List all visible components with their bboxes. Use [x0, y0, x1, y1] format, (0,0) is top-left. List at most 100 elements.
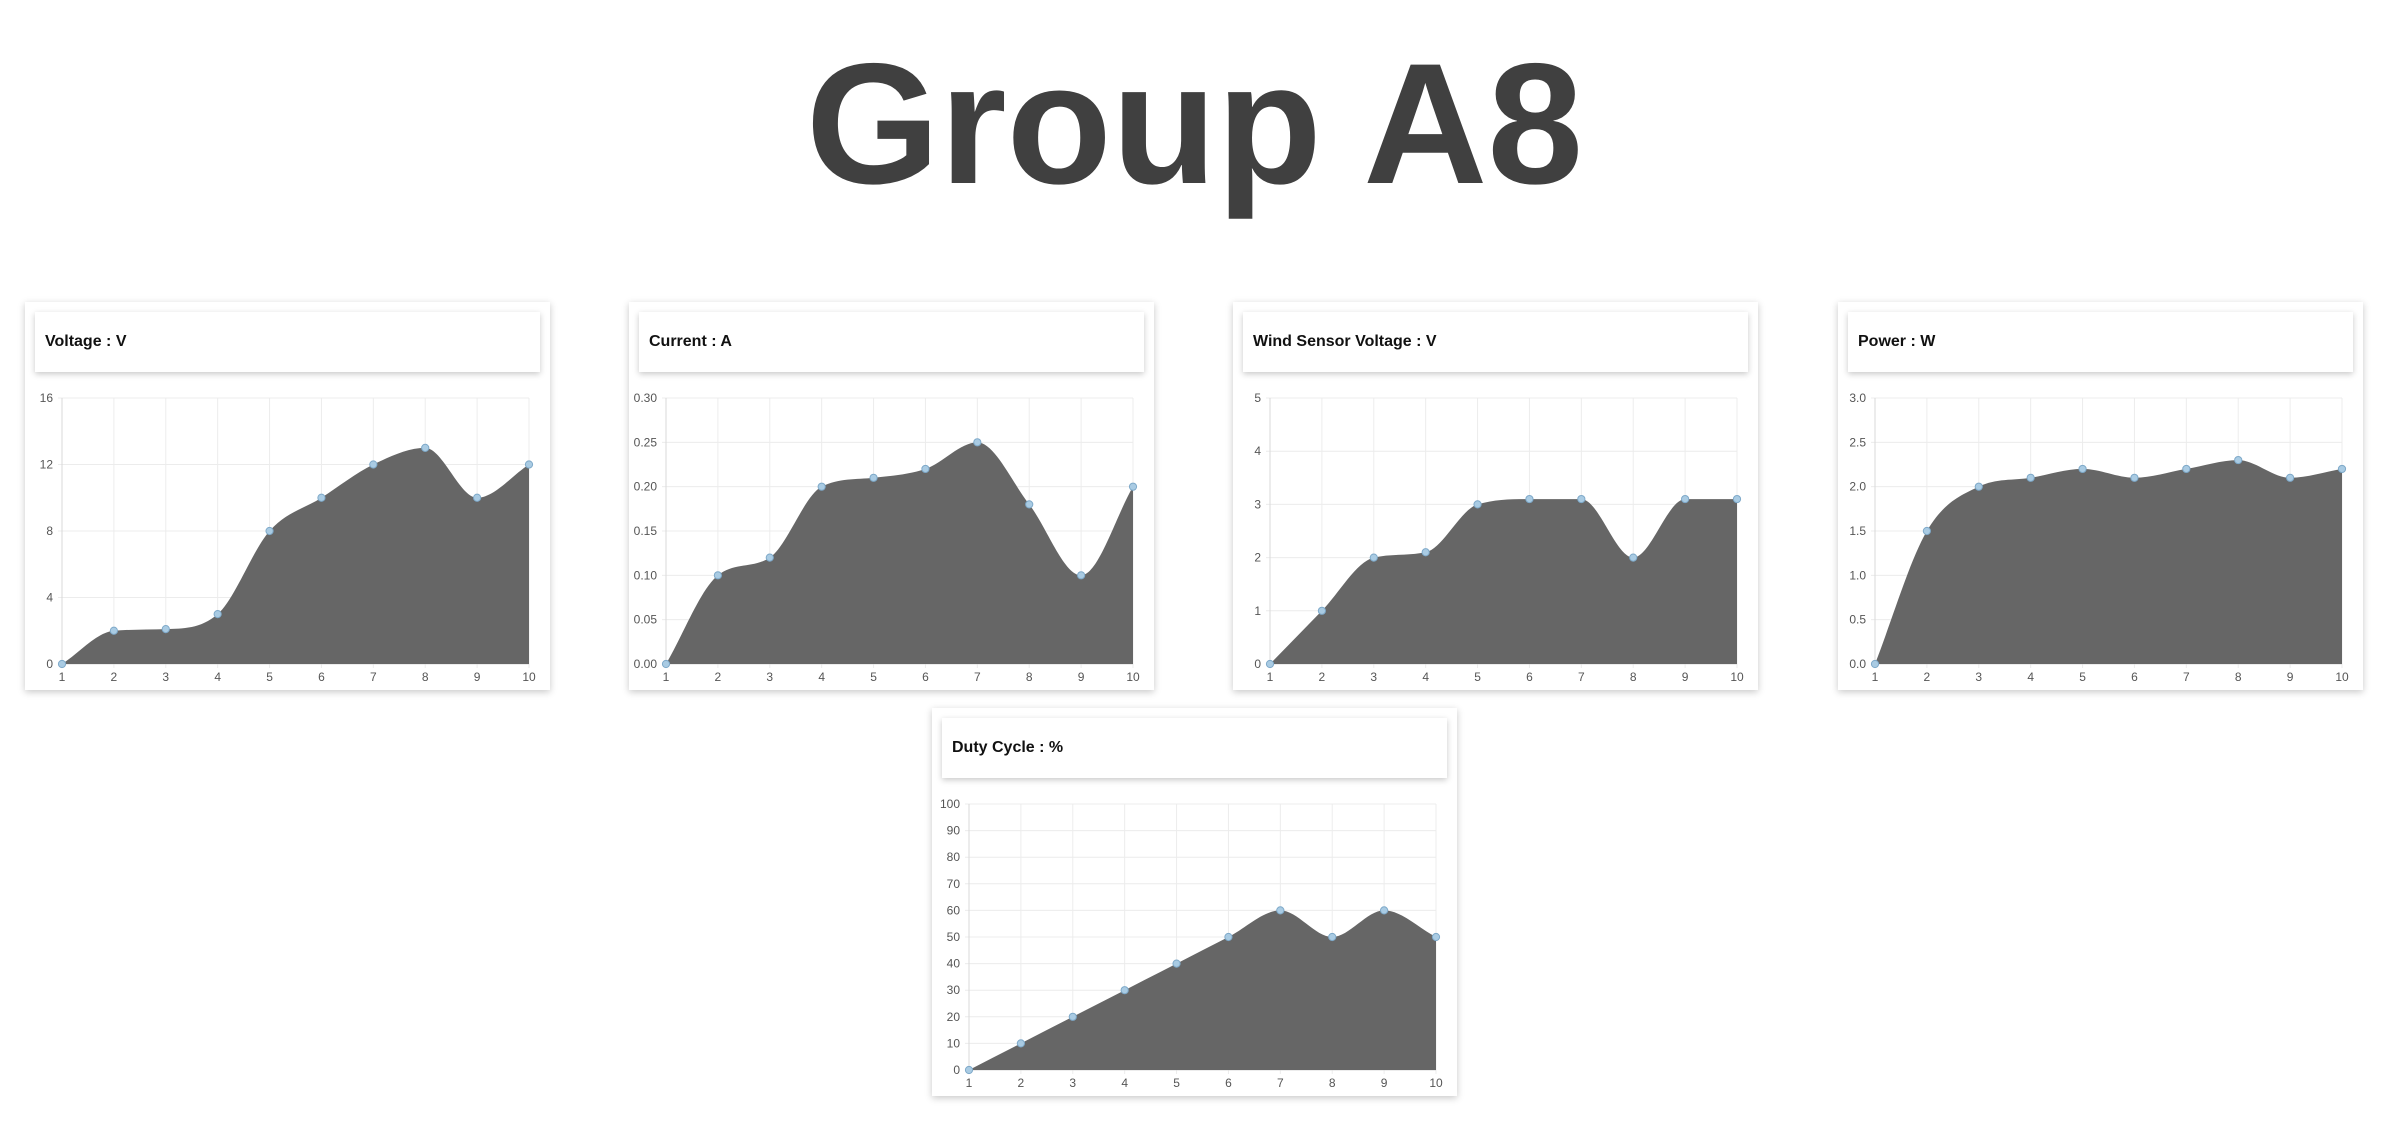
x-tick-label: 5: [1173, 1076, 1180, 1090]
x-tick-label: 7: [1277, 1076, 1284, 1090]
x-tick-label: 1: [966, 1076, 973, 1090]
chart-title: Duty Cycle : %: [942, 718, 1447, 778]
data-point: [1224, 932, 1233, 942]
y-tick-label: 40: [947, 957, 961, 971]
x-tick-label: 6: [1526, 670, 1533, 684]
data-point: [1431, 932, 1441, 942]
y-tick-label: 5: [1254, 391, 1261, 405]
chart-card-voltage: Voltage : V 0 4 8 12 16 1 2 3 4 5 6 7 8 9 10: [25, 302, 550, 690]
x-tick-label: 5: [870, 670, 877, 684]
y-tick-label: 2.0: [1849, 480, 1866, 494]
data-point: [317, 493, 326, 502]
x-tick-label: 10: [1126, 670, 1140, 684]
x-tick-label: 5: [2079, 670, 2086, 684]
data-point: [109, 626, 118, 635]
data-point: [524, 460, 534, 469]
data-point: [1016, 1039, 1025, 1048]
y-tick-label: 3.0: [1849, 391, 1866, 405]
chart-title: Wind Sensor Voltage : V: [1243, 312, 1748, 372]
x-tick-label: 3: [1370, 670, 1377, 684]
x-tick-label: 2: [1018, 1076, 1025, 1090]
data-point: [1077, 571, 1086, 580]
x-tick-label: 4: [1121, 1076, 1128, 1090]
y-tick-label: 10: [947, 1036, 961, 1050]
x-tick-label: 7: [974, 670, 981, 684]
y-tick-label: 60: [947, 903, 961, 917]
x-tick-label: 7: [1578, 670, 1585, 684]
x-tick-label: 8: [1329, 1076, 1336, 1090]
data-point: [1473, 500, 1482, 509]
data-point: [57, 659, 67, 669]
x-tick-label: 9: [1381, 1076, 1388, 1090]
y-tick-label: 90: [947, 824, 961, 838]
data-point: [1128, 482, 1138, 491]
y-tick-label: 70: [947, 877, 961, 891]
chart-card-duty-cycle: Duty Cycle : % 0 10 20 30 40 50 60 70 80 90 100 1 2 3…: [932, 708, 1457, 1096]
x-tick-label: 9: [474, 670, 481, 684]
y-tick-label: 16: [40, 391, 54, 405]
data-point: [1974, 482, 1983, 491]
data-point: [1328, 932, 1337, 942]
x-tick-label: 8: [422, 670, 429, 684]
data-point: [1870, 659, 1880, 669]
data-point: [1922, 526, 1931, 536]
y-tick-label: 0: [1254, 657, 1261, 671]
x-tick-label: 5: [266, 670, 273, 684]
y-tick-label: 2: [1254, 551, 1261, 565]
data-point: [661, 659, 671, 669]
x-tick-label: 6: [318, 670, 325, 684]
x-tick-label: 10: [2335, 670, 2349, 684]
chart-card-current: Current : A 0.00 0.05 0.10 0.15 0.20 0.25 0.30…: [629, 302, 1154, 690]
y-tick-label: 0: [46, 657, 53, 671]
x-tick-label: 4: [1422, 670, 1429, 684]
y-tick-label: 0.05: [634, 613, 658, 627]
data-point: [765, 553, 774, 562]
data-point: [2286, 473, 2295, 482]
data-point: [1172, 959, 1181, 968]
x-tick-label: 7: [370, 670, 377, 684]
data-point: [1120, 986, 1129, 995]
x-tick-label: 1: [663, 670, 670, 684]
data-point: [1025, 500, 1034, 509]
x-tick-label: 3: [766, 670, 773, 684]
series-area: [1270, 499, 1737, 664]
data-point: [1577, 494, 1586, 504]
data-point: [869, 473, 878, 482]
x-tick-label: 6: [1225, 1076, 1232, 1090]
y-tick-label: 12: [40, 458, 54, 472]
x-tick-label: 2: [1924, 670, 1931, 684]
x-tick-label: 1: [59, 670, 66, 684]
data-point: [265, 526, 274, 536]
y-tick-label: 30: [947, 983, 961, 997]
x-tick-label: 3: [1975, 670, 1982, 684]
y-tick-label: 2.5: [1849, 435, 1866, 449]
current-chart: 0.00 0.05 0.10 0.15 0.20 0.25 0.30 1 2 3 4 5 6 7 8 9 10: [634, 391, 1140, 684]
data-point: [213, 610, 222, 619]
x-tick-label: 8: [2235, 670, 2242, 684]
data-point: [1265, 659, 1275, 669]
y-tick-label: 0.10: [634, 568, 658, 582]
x-tick-label: 6: [2131, 670, 2138, 684]
data-point: [1732, 494, 1742, 504]
x-tick-label: 9: [1078, 670, 1085, 684]
x-tick-label: 3: [1069, 1076, 1076, 1090]
data-point: [161, 624, 170, 634]
data-point: [1681, 494, 1690, 504]
data-point: [2130, 473, 2139, 482]
chart-title: Power : W: [1848, 312, 2353, 372]
data-point: [921, 464, 930, 474]
data-point: [817, 482, 826, 491]
series-area: [969, 910, 1436, 1070]
x-tick-label: 9: [2287, 670, 2294, 684]
x-tick-label: 6: [922, 670, 929, 684]
x-tick-label: 2: [1319, 670, 1326, 684]
x-tick-label: 10: [522, 670, 536, 684]
chart-title: Current : A: [639, 312, 1144, 372]
y-tick-label: 1.0: [1849, 568, 1866, 582]
x-tick-label: 10: [1429, 1076, 1443, 1090]
data-point: [2337, 464, 2347, 474]
x-tick-label: 9: [1682, 670, 1689, 684]
